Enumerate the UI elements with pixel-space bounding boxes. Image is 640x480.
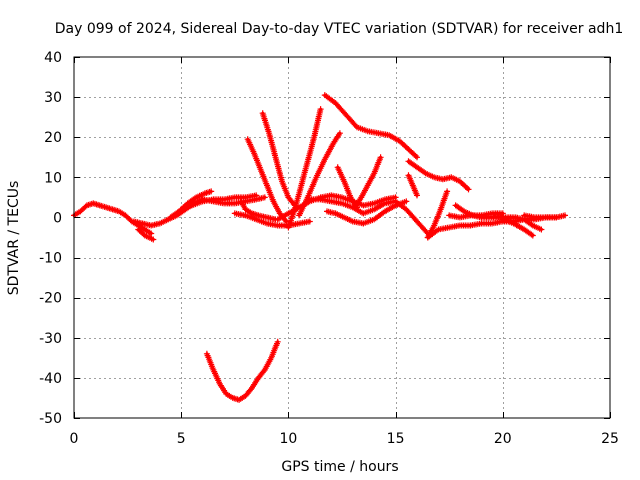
series-arc-20 — [405, 172, 420, 199]
data-point-markers — [238, 198, 279, 223]
y-tick-label: 0 — [53, 210, 62, 226]
x-axis-title: GPS time / hours — [281, 459, 398, 475]
x-tick-label: 10 — [279, 431, 297, 447]
data-point-markers — [199, 194, 268, 207]
data-point-markers — [259, 110, 298, 209]
y-tick-label: 10 — [44, 170, 62, 186]
series-arc-8 — [238, 198, 279, 223]
data-point-markers — [521, 212, 560, 221]
data-point-markers — [203, 338, 281, 403]
series-arc-26 — [521, 212, 560, 221]
series-arc-15 — [324, 198, 410, 227]
y-axis-title: SDTVAR / TECUs — [6, 181, 22, 296]
y-tick-label: -10 — [39, 251, 62, 267]
y-tick-label: -30 — [39, 331, 62, 347]
y-tick-label: 20 — [44, 130, 62, 146]
series-arc-11 — [285, 106, 324, 231]
series-arc-7 — [231, 210, 313, 229]
y-tick-label: -50 — [39, 411, 62, 427]
data-point-markers — [285, 106, 324, 231]
series-arc-3 — [135, 226, 157, 243]
x-tick-label: 0 — [70, 431, 79, 447]
data-point-markers — [321, 92, 420, 161]
series-arc-16 — [334, 164, 360, 211]
x-tick-labels: 0 5 10 15 20 25 — [70, 431, 619, 447]
data-point-markers — [405, 158, 472, 193]
series-arc-9 — [244, 136, 290, 225]
y-tick-label: -40 — [39, 371, 62, 387]
y-tick-label: -20 — [39, 291, 62, 307]
data-point-markers — [324, 198, 410, 227]
x-tick-label: 5 — [177, 431, 186, 447]
x-tick-label: 20 — [494, 431, 512, 447]
x-tick-label: 15 — [387, 431, 405, 447]
series-arc-24 — [452, 202, 545, 233]
series-arc-6 — [199, 194, 268, 207]
series-arc-10 — [259, 110, 298, 209]
series-arc-19 — [405, 158, 472, 193]
data-point-markers — [499, 216, 536, 239]
axis-ticks — [74, 57, 611, 419]
series-arc-18 — [321, 92, 420, 161]
data-point-markers — [405, 172, 420, 199]
y-tick-labels: 40 30 20 10 0 -10 -20 -30 -40 -50 — [39, 50, 62, 427]
data-point-markers — [135, 226, 157, 243]
data-points — [71, 92, 568, 403]
data-point-markers — [452, 202, 545, 233]
plot-border — [73, 56, 611, 419]
chart-title: Day 099 of 2024, Sidereal Day-to-day VTE… — [55, 21, 623, 37]
x-tick-label: 25 — [601, 431, 619, 447]
series-arc-27 — [203, 338, 281, 403]
series-arc-25 — [499, 216, 536, 239]
data-point-markers — [351, 154, 384, 211]
y-tick-label: 40 — [44, 50, 62, 66]
y-tick-label: 30 — [44, 90, 62, 106]
series-arc-17 — [351, 154, 384, 211]
data-point-markers — [231, 210, 313, 229]
